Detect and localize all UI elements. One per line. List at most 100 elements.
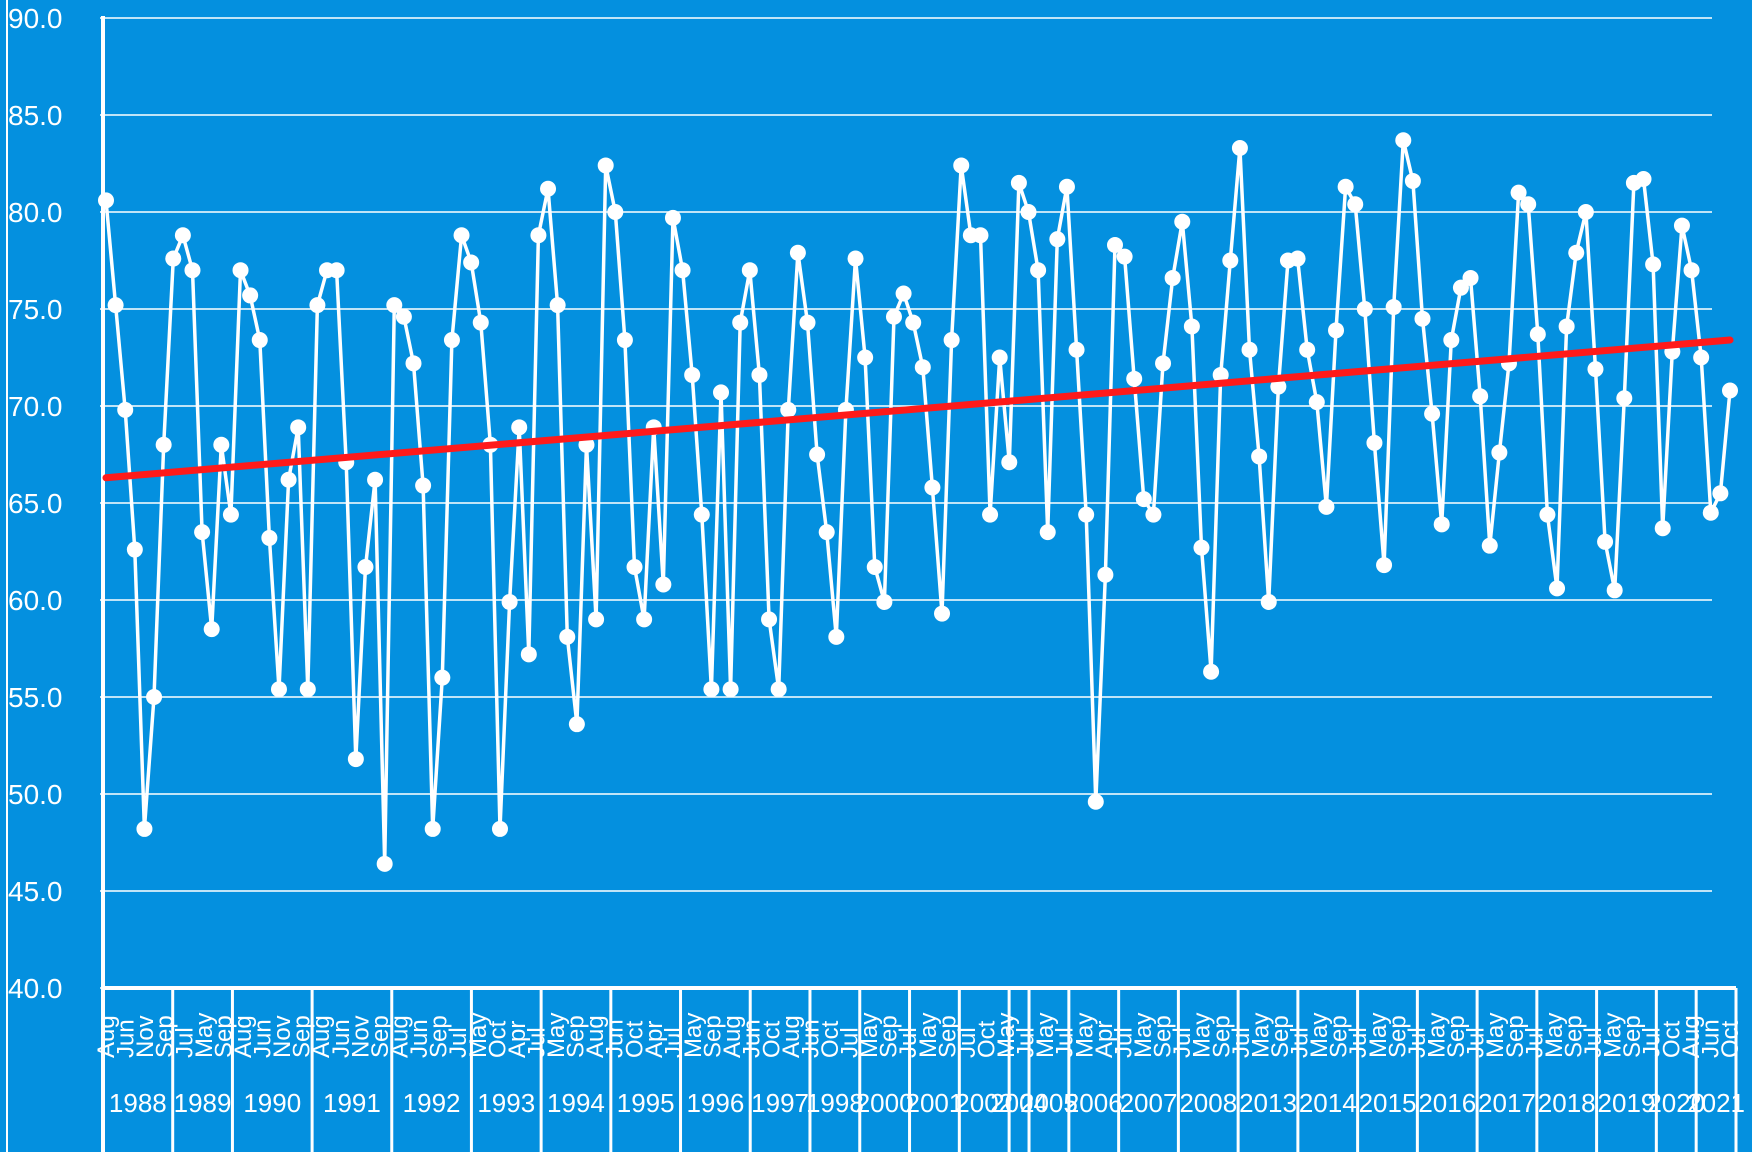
data-point bbox=[453, 227, 470, 244]
data-point bbox=[165, 250, 182, 267]
x-year-label: 1988 bbox=[109, 1088, 167, 1118]
data-point bbox=[741, 262, 758, 279]
x-year-label: 1994 bbox=[547, 1088, 605, 1118]
data-point bbox=[136, 820, 153, 837]
x-month-label: May bbox=[1541, 1013, 1568, 1058]
data-point bbox=[424, 820, 441, 837]
x-year-label: 2020 bbox=[1647, 1088, 1705, 1118]
data-point bbox=[386, 297, 403, 314]
data-point bbox=[117, 401, 134, 418]
data-point bbox=[290, 419, 307, 436]
x-month-label: Sep bbox=[700, 1015, 727, 1058]
data-point bbox=[895, 285, 912, 302]
x-month-label: Apr bbox=[504, 1021, 531, 1058]
data-point bbox=[1020, 204, 1037, 220]
data-point bbox=[1722, 382, 1738, 399]
data-point bbox=[1702, 504, 1719, 521]
data-point bbox=[280, 471, 297, 488]
x-year-label: 2008 bbox=[1179, 1088, 1237, 1118]
x-month-label: Aug bbox=[1678, 1015, 1705, 1058]
x-month-label: May bbox=[1071, 1013, 1098, 1058]
x-month-label: May bbox=[465, 1013, 492, 1058]
x-month-label: Aug bbox=[778, 1015, 805, 1058]
data-point bbox=[1318, 498, 1335, 515]
data-point bbox=[1385, 299, 1402, 316]
x-month-label: Sep bbox=[1267, 1015, 1294, 1058]
data-point bbox=[616, 332, 633, 349]
x-month-label: May bbox=[680, 1013, 707, 1058]
y-tick-label: 40.0 bbox=[8, 973, 63, 1004]
data-point bbox=[1558, 318, 1575, 335]
x-month-label: May bbox=[915, 1013, 942, 1058]
data-point bbox=[511, 419, 528, 436]
data-point bbox=[146, 689, 163, 705]
data-point bbox=[1010, 174, 1027, 191]
data-point bbox=[1683, 262, 1700, 279]
data-point bbox=[1135, 491, 1152, 508]
data-point bbox=[415, 477, 432, 494]
x-year-label: 1998 bbox=[806, 1088, 864, 1118]
data-point bbox=[1337, 178, 1354, 195]
data-point bbox=[607, 204, 624, 220]
data-point bbox=[732, 314, 749, 331]
x-year-label: 1992 bbox=[403, 1088, 461, 1118]
x-axis-categories: AugJunNovSepJulMaySepAugJunNovSepAugJunN… bbox=[93, 988, 1745, 1152]
data-point bbox=[309, 297, 326, 314]
x-year-label: 2005 bbox=[1020, 1088, 1078, 1118]
data-point bbox=[251, 332, 268, 349]
x-month-label: Sep bbox=[1384, 1015, 1411, 1058]
x-month-label: Sep bbox=[1150, 1015, 1177, 1058]
x-year-label: 2016 bbox=[1418, 1088, 1476, 1118]
data-point bbox=[261, 529, 278, 546]
data-point bbox=[876, 593, 893, 610]
x-year-label: 1995 bbox=[617, 1088, 675, 1118]
data-point bbox=[770, 681, 787, 698]
data-point bbox=[155, 436, 172, 453]
x-month-label: Sep bbox=[876, 1015, 903, 1058]
data-point bbox=[213, 436, 230, 453]
data-point bbox=[703, 681, 720, 698]
x-month-label: Jul bbox=[1110, 1027, 1137, 1058]
data-point bbox=[530, 227, 547, 244]
x-month-label: Jun bbox=[250, 1019, 277, 1058]
x-month-label: May bbox=[1189, 1013, 1216, 1058]
data-point bbox=[1241, 341, 1258, 358]
data-point bbox=[780, 401, 797, 418]
trend-line bbox=[102, 336, 1734, 482]
data-point bbox=[982, 506, 999, 523]
data-point bbox=[1251, 448, 1268, 465]
x-month-label: Jul bbox=[1580, 1027, 1607, 1058]
data-point bbox=[174, 227, 191, 244]
x-month-label: Sep bbox=[367, 1015, 394, 1058]
x-month-label: Jul bbox=[445, 1027, 472, 1058]
data-point bbox=[1376, 557, 1393, 574]
data-point bbox=[540, 180, 557, 197]
data-point bbox=[905, 314, 922, 331]
data-point bbox=[1039, 524, 1056, 541]
y-tick-label: 85.0 bbox=[8, 100, 63, 131]
data-point bbox=[520, 646, 537, 663]
data-point bbox=[1616, 390, 1633, 407]
data-point bbox=[934, 605, 951, 622]
data-point bbox=[751, 366, 768, 383]
data-point bbox=[1356, 301, 1373, 317]
data-point bbox=[1212, 366, 1229, 383]
y-tick-label: 75.0 bbox=[8, 294, 63, 325]
data-point bbox=[1520, 196, 1537, 213]
x-month-label: Nov bbox=[132, 1015, 159, 1058]
data-point bbox=[1433, 516, 1450, 533]
data-point bbox=[1481, 537, 1498, 554]
x-year-label: 1996 bbox=[686, 1088, 744, 1118]
data-point bbox=[568, 716, 585, 733]
data-point bbox=[828, 628, 845, 645]
x-year-label: 2004 bbox=[990, 1088, 1048, 1118]
data-point bbox=[1078, 506, 1095, 523]
x-month-label: Jul bbox=[1287, 1027, 1314, 1058]
x-month-label: May bbox=[543, 1013, 570, 1058]
data-point bbox=[1654, 520, 1671, 537]
data-point bbox=[1126, 370, 1143, 387]
x-year-label: 1989 bbox=[174, 1088, 232, 1118]
x-month-label: Jun bbox=[328, 1019, 355, 1058]
x-month-label: Sep bbox=[1208, 1015, 1235, 1058]
